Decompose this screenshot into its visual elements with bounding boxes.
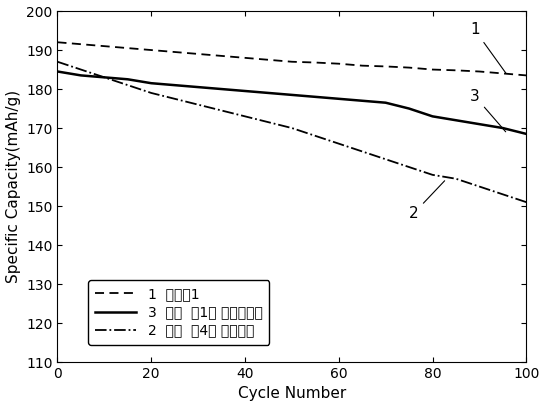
Y-axis label: Specific Capacity(mAh/g): Specific Capacity(mAh/g) [5,90,21,283]
Text: 3: 3 [470,89,506,132]
Legend: 1  实施例1, 3  对比  例1（ 未经处理）, 2  对比  例4（ 纯水洗）: 1 实施例1, 3 对比 例1（ 未经处理）, 2 对比 例4（ 纯水洗） [88,280,269,345]
Text: 1: 1 [470,22,506,73]
X-axis label: Cycle Number: Cycle Number [238,386,346,401]
Text: 2: 2 [409,181,445,221]
